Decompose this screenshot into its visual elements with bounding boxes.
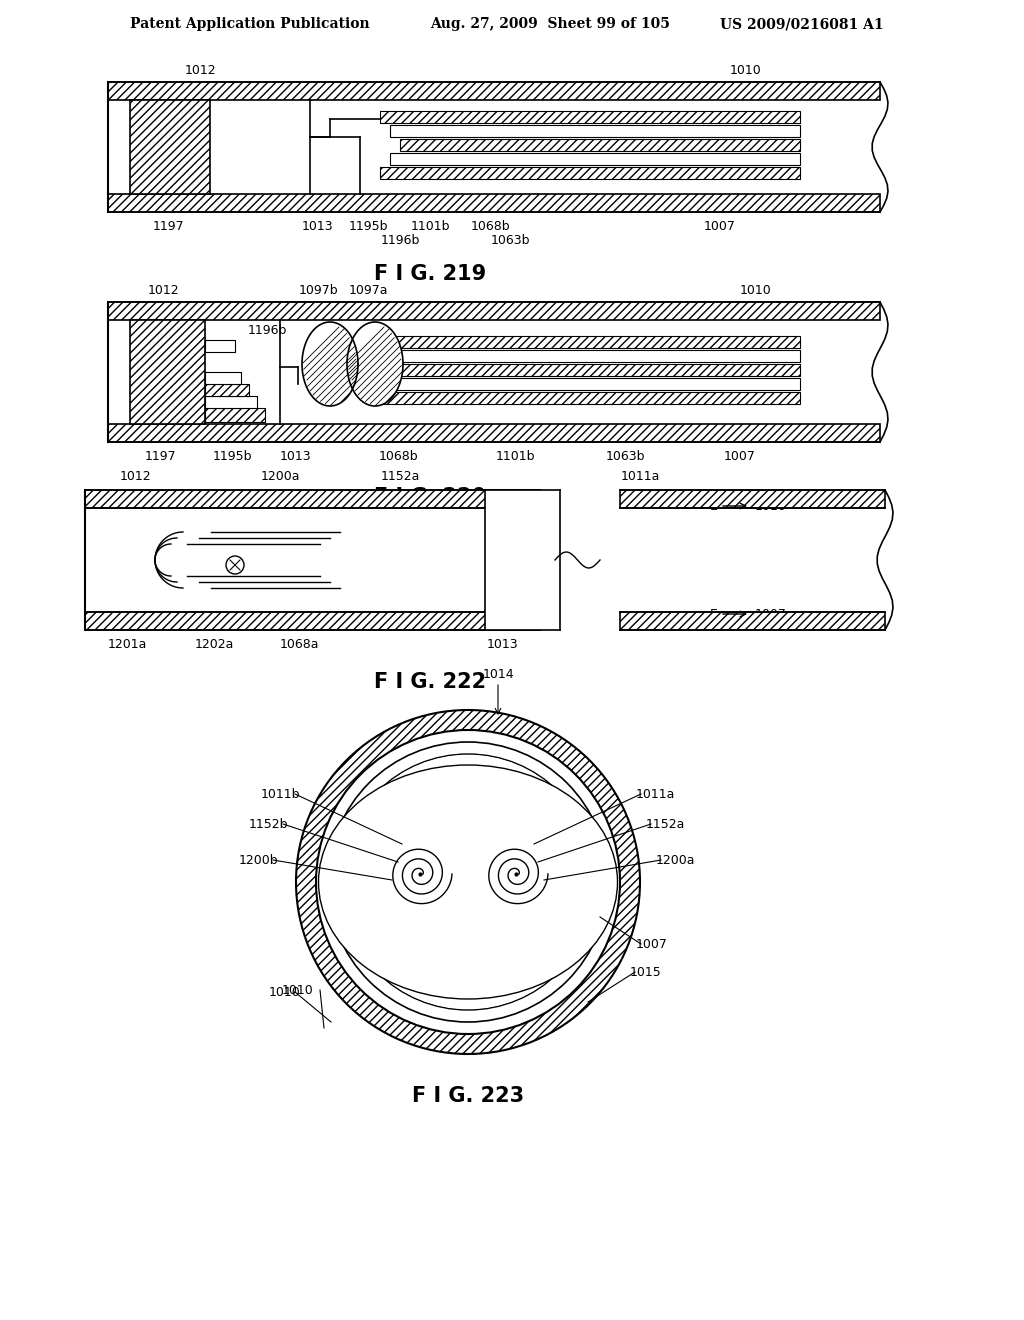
Bar — [108, 302, 880, 319]
Bar — [390, 350, 800, 362]
Text: 1068b: 1068b — [378, 450, 418, 462]
Bar — [85, 490, 540, 508]
Text: 1007: 1007 — [724, 450, 756, 462]
Text: 1013: 1013 — [301, 219, 333, 232]
Text: Patent Application Publication: Patent Application Publication — [130, 17, 370, 30]
Text: 1013: 1013 — [280, 450, 311, 462]
Bar — [390, 378, 800, 389]
Text: 1152b: 1152b — [249, 817, 288, 830]
Bar — [620, 508, 885, 612]
Bar — [400, 139, 800, 150]
Text: 1197: 1197 — [153, 219, 184, 232]
Bar — [205, 384, 249, 396]
Text: 1197: 1197 — [144, 450, 176, 462]
Text: Aug. 27, 2009  Sheet 99 of 105: Aug. 27, 2009 Sheet 99 of 105 — [430, 17, 670, 30]
Text: 1015: 1015 — [630, 965, 662, 978]
Text: 1200a: 1200a — [656, 854, 695, 866]
Text: 1201a: 1201a — [108, 639, 147, 652]
Bar — [390, 153, 800, 165]
Bar — [85, 612, 540, 630]
Text: 1007: 1007 — [755, 607, 786, 620]
Text: 1196b: 1196b — [248, 323, 288, 337]
Polygon shape — [347, 322, 403, 407]
Text: E: E — [710, 499, 718, 512]
Bar — [108, 194, 880, 213]
Text: 1097b: 1097b — [298, 284, 338, 297]
Text: 1195b: 1195b — [348, 219, 388, 232]
Text: 1195b: 1195b — [212, 450, 252, 462]
Text: US 2009/0216081 A1: US 2009/0216081 A1 — [720, 17, 884, 30]
Text: 1011b: 1011b — [260, 788, 300, 800]
Text: 1013: 1013 — [486, 639, 518, 652]
Bar — [86, 508, 540, 612]
Text: F I G. 223: F I G. 223 — [412, 1086, 524, 1106]
Text: 1202a: 1202a — [195, 639, 234, 652]
Ellipse shape — [318, 766, 617, 999]
Bar — [380, 392, 800, 404]
Circle shape — [226, 556, 244, 574]
Bar — [485, 490, 560, 630]
Bar — [380, 168, 800, 180]
Text: 1010: 1010 — [730, 63, 762, 77]
Text: 1010: 1010 — [268, 986, 300, 998]
Text: 1007: 1007 — [636, 937, 668, 950]
Bar — [380, 111, 800, 123]
Text: F I G. 219: F I G. 219 — [374, 264, 486, 284]
Bar — [390, 125, 800, 137]
Bar — [130, 100, 210, 194]
Text: 1007: 1007 — [705, 219, 736, 232]
Text: 1101b: 1101b — [411, 219, 450, 232]
Polygon shape — [302, 322, 358, 407]
Text: 1097a: 1097a — [348, 284, 388, 297]
Text: 1011a: 1011a — [636, 788, 676, 800]
Text: 1152a: 1152a — [646, 817, 685, 830]
Ellipse shape — [341, 755, 595, 1008]
Text: 1010: 1010 — [282, 983, 313, 997]
Bar — [205, 341, 234, 352]
Bar — [108, 100, 880, 194]
Text: 1011a: 1011a — [621, 470, 659, 483]
Text: 1068b: 1068b — [470, 219, 510, 232]
Text: 1068a: 1068a — [280, 639, 319, 652]
Bar — [130, 319, 205, 424]
Text: 1010: 1010 — [740, 284, 772, 297]
Text: F I G. 222: F I G. 222 — [374, 672, 486, 692]
Bar — [400, 364, 800, 376]
Bar — [620, 612, 885, 630]
Text: F I G. 220: F I G. 220 — [374, 487, 486, 507]
Ellipse shape — [316, 730, 620, 1034]
Text: 1196b: 1196b — [380, 234, 420, 247]
Text: 1200b: 1200b — [239, 854, 278, 866]
Text: E: E — [710, 607, 718, 620]
Ellipse shape — [296, 710, 640, 1053]
Text: 1012: 1012 — [185, 63, 217, 77]
Bar — [205, 408, 265, 422]
Bar — [380, 337, 800, 348]
Text: 1012: 1012 — [120, 470, 152, 483]
Text: 1152a: 1152a — [380, 470, 420, 483]
Text: 1014: 1014 — [482, 668, 514, 681]
Bar — [108, 319, 880, 424]
Text: 1101b: 1101b — [496, 450, 535, 462]
Text: 1063b: 1063b — [490, 234, 529, 247]
Bar — [205, 372, 241, 384]
Text: 1010: 1010 — [755, 499, 786, 512]
Bar — [205, 396, 257, 408]
Text: 1012: 1012 — [148, 284, 179, 297]
Text: 1200a: 1200a — [260, 470, 300, 483]
Text: 1063b: 1063b — [605, 450, 645, 462]
Bar — [108, 82, 880, 100]
Bar — [620, 490, 885, 508]
Bar — [108, 424, 880, 442]
